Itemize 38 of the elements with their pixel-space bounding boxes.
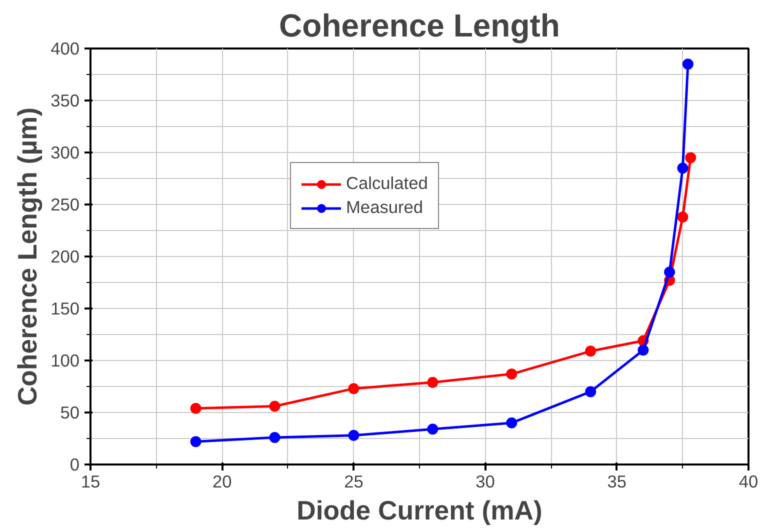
- legend-label: Measured: [346, 197, 424, 218]
- x-tick-label: 25: [344, 472, 364, 492]
- point: [664, 266, 676, 278]
- point: [427, 376, 438, 388]
- y-tick-label: 150: [50, 298, 80, 318]
- y-tick-label: 100: [50, 350, 80, 370]
- point: [685, 152, 696, 164]
- y-tick-label: 50: [60, 402, 80, 422]
- y-tick-label: 400: [50, 38, 80, 58]
- y-tick-label: 350: [50, 90, 80, 110]
- point: [269, 432, 280, 443]
- y-tick-label: 0: [70, 454, 80, 474]
- point: [190, 436, 202, 448]
- x-tick-label: 30: [476, 472, 495, 492]
- y-axis-title: Coherence Length (µm): [12, 107, 43, 406]
- point: [677, 162, 688, 174]
- point: [677, 211, 688, 222]
- x-axis-title: Diode Current (mA): [296, 496, 542, 526]
- legend-label: Calculated: [346, 173, 428, 194]
- x-tick-label: 15: [80, 472, 100, 492]
- point: [506, 417, 518, 428]
- x-tick-label: 20: [212, 472, 232, 492]
- point: [585, 386, 596, 398]
- x-tick-label: 35: [607, 472, 627, 492]
- point: [682, 58, 694, 70]
- point: [638, 344, 649, 356]
- y-tick-label: 300: [50, 142, 80, 162]
- point: [269, 400, 280, 412]
- point: [190, 402, 202, 414]
- y-tick-label: 250: [50, 194, 80, 214]
- point: [348, 383, 360, 394]
- y-tick-label: 200: [50, 246, 80, 266]
- x-tick-label: 40: [738, 472, 758, 492]
- point: [585, 346, 596, 357]
- chart-title: Coherence Length: [279, 8, 560, 44]
- point: [348, 430, 360, 441]
- point: [506, 368, 518, 380]
- point: [427, 424, 438, 435]
